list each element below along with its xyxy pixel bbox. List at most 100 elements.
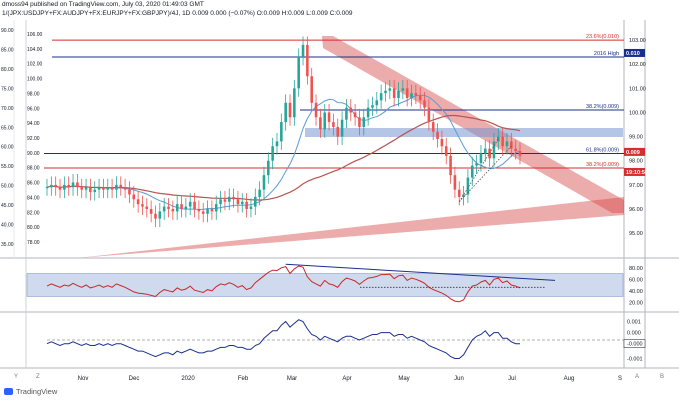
candle-87[interactable] xyxy=(423,91,426,117)
candle-88[interactable] xyxy=(427,99,431,131)
candle-9[interactable] xyxy=(84,178,88,199)
candle-52[interactable] xyxy=(271,137,274,170)
candle-98[interactable] xyxy=(470,157,474,187)
candle-54[interactable] xyxy=(280,113,283,150)
candle-80[interactable] xyxy=(392,79,396,107)
candle-74[interactable] xyxy=(366,99,370,126)
candle-6[interactable] xyxy=(71,173,75,196)
candle-32[interactable] xyxy=(184,198,188,218)
candle-84[interactable] xyxy=(410,84,413,107)
candle-31[interactable] xyxy=(180,195,183,218)
candle-26[interactable] xyxy=(158,202,162,228)
main-price-pane[interactable]: 23.6%(0.010) 2016 High 38.2%(0.009) 61.8%(0… xyxy=(44,34,624,258)
rsi-band-zone[interactable] xyxy=(26,273,624,297)
candle-105[interactable] xyxy=(501,128,504,155)
candle-27[interactable] xyxy=(162,198,166,220)
candle-1[interactable] xyxy=(50,176,53,196)
candle-40[interactable] xyxy=(219,190,222,213)
last-price-tag-0-009[interactable] xyxy=(624,147,645,156)
candle-18[interactable] xyxy=(123,178,127,199)
toolbar-b-button[interactable]: B xyxy=(660,374,664,380)
candle-82[interactable] xyxy=(401,79,405,100)
candle-66[interactable] xyxy=(332,113,335,136)
candle-58[interactable] xyxy=(297,48,300,97)
countdown-tag[interactable] xyxy=(624,167,645,176)
candle-94[interactable] xyxy=(453,166,457,199)
candle-62[interactable] xyxy=(314,94,318,126)
candle-101[interactable] xyxy=(483,140,487,162)
candle-37[interactable] xyxy=(206,200,209,223)
candle-85[interactable] xyxy=(414,84,418,105)
candle-12[interactable] xyxy=(97,178,101,199)
candle-8[interactable] xyxy=(80,178,84,199)
candle-55[interactable] xyxy=(284,94,287,131)
candle-34[interactable] xyxy=(193,193,196,218)
candle-96[interactable] xyxy=(462,186,465,206)
candle-28[interactable] xyxy=(167,198,170,218)
candle-78[interactable] xyxy=(384,82,387,102)
candle-57[interactable] xyxy=(293,79,296,126)
candle-71[interactable] xyxy=(353,104,357,126)
candle-95[interactable] xyxy=(457,181,461,206)
candle-59[interactable] xyxy=(301,36,305,66)
candle-97[interactable] xyxy=(466,169,470,203)
candle-43[interactable] xyxy=(232,188,235,208)
candle-46[interactable] xyxy=(245,193,248,218)
toolbar-y-button[interactable]: Y xyxy=(14,374,18,380)
candle-19[interactable] xyxy=(128,181,131,203)
oscillator-pane[interactable] xyxy=(46,319,624,359)
candle-30[interactable] xyxy=(175,195,179,220)
candle-4[interactable] xyxy=(63,176,66,199)
candle-35[interactable] xyxy=(197,200,201,220)
candle-108[interactable] xyxy=(514,140,517,160)
candle-73[interactable] xyxy=(362,108,366,136)
candle-13[interactable] xyxy=(102,178,105,199)
candle-0[interactable] xyxy=(45,178,49,196)
candle-86[interactable] xyxy=(418,87,422,109)
candle-70[interactable] xyxy=(349,99,353,121)
candle-39[interactable] xyxy=(214,195,218,220)
candle-81[interactable] xyxy=(397,82,400,107)
candle-68[interactable] xyxy=(340,111,344,146)
candle-92[interactable] xyxy=(444,137,448,165)
candle-24[interactable] xyxy=(149,200,153,223)
candle-15[interactable] xyxy=(110,178,114,199)
candle-104[interactable] xyxy=(497,128,500,150)
rsi-pane[interactable] xyxy=(26,263,624,303)
rsi-divergence-line[interactable] xyxy=(285,263,556,281)
candle-21[interactable] xyxy=(136,190,140,213)
descending-channel-band[interactable] xyxy=(322,36,624,213)
candle-42[interactable] xyxy=(227,188,231,211)
candle-93[interactable] xyxy=(449,147,452,184)
candle-61[interactable] xyxy=(310,67,313,112)
candle-53[interactable] xyxy=(275,132,279,155)
candle-103[interactable] xyxy=(492,132,496,167)
candle-11[interactable] xyxy=(93,181,97,201)
toolbar-z-button[interactable]: Z xyxy=(36,374,40,380)
tradingview-logo[interactable]: TradingView xyxy=(4,387,57,396)
candle-100[interactable] xyxy=(479,145,483,172)
candle-33[interactable] xyxy=(188,193,192,216)
resistance-zone[interactable] xyxy=(305,128,623,137)
candle-90[interactable] xyxy=(436,123,439,148)
toolbar-a-button[interactable]: A xyxy=(635,374,639,380)
candle-107[interactable] xyxy=(510,132,513,158)
candle-50[interactable] xyxy=(262,166,266,199)
candle-17[interactable] xyxy=(119,176,123,196)
candle-67[interactable] xyxy=(336,118,340,146)
candle-89[interactable] xyxy=(431,113,435,141)
candle-3[interactable] xyxy=(58,178,62,199)
candle-38[interactable] xyxy=(210,200,214,220)
candle-72[interactable] xyxy=(358,108,361,136)
candle-91[interactable] xyxy=(440,130,444,155)
symbol-name[interactable]: 1/(JPX:USDJPY+FX:AUDJPY+FX:EURJPY+FX:GBP… xyxy=(2,10,191,17)
candle-41[interactable] xyxy=(223,190,227,211)
candle-10[interactable] xyxy=(89,178,92,201)
candle-44[interactable] xyxy=(236,190,240,213)
candle-29[interactable] xyxy=(171,200,175,220)
oscillator-line[interactable] xyxy=(46,319,520,359)
candle-36[interactable] xyxy=(201,202,205,223)
candle-7[interactable] xyxy=(76,173,79,196)
ascending-support-band[interactable] xyxy=(78,197,624,258)
candle-83[interactable] xyxy=(405,79,409,107)
